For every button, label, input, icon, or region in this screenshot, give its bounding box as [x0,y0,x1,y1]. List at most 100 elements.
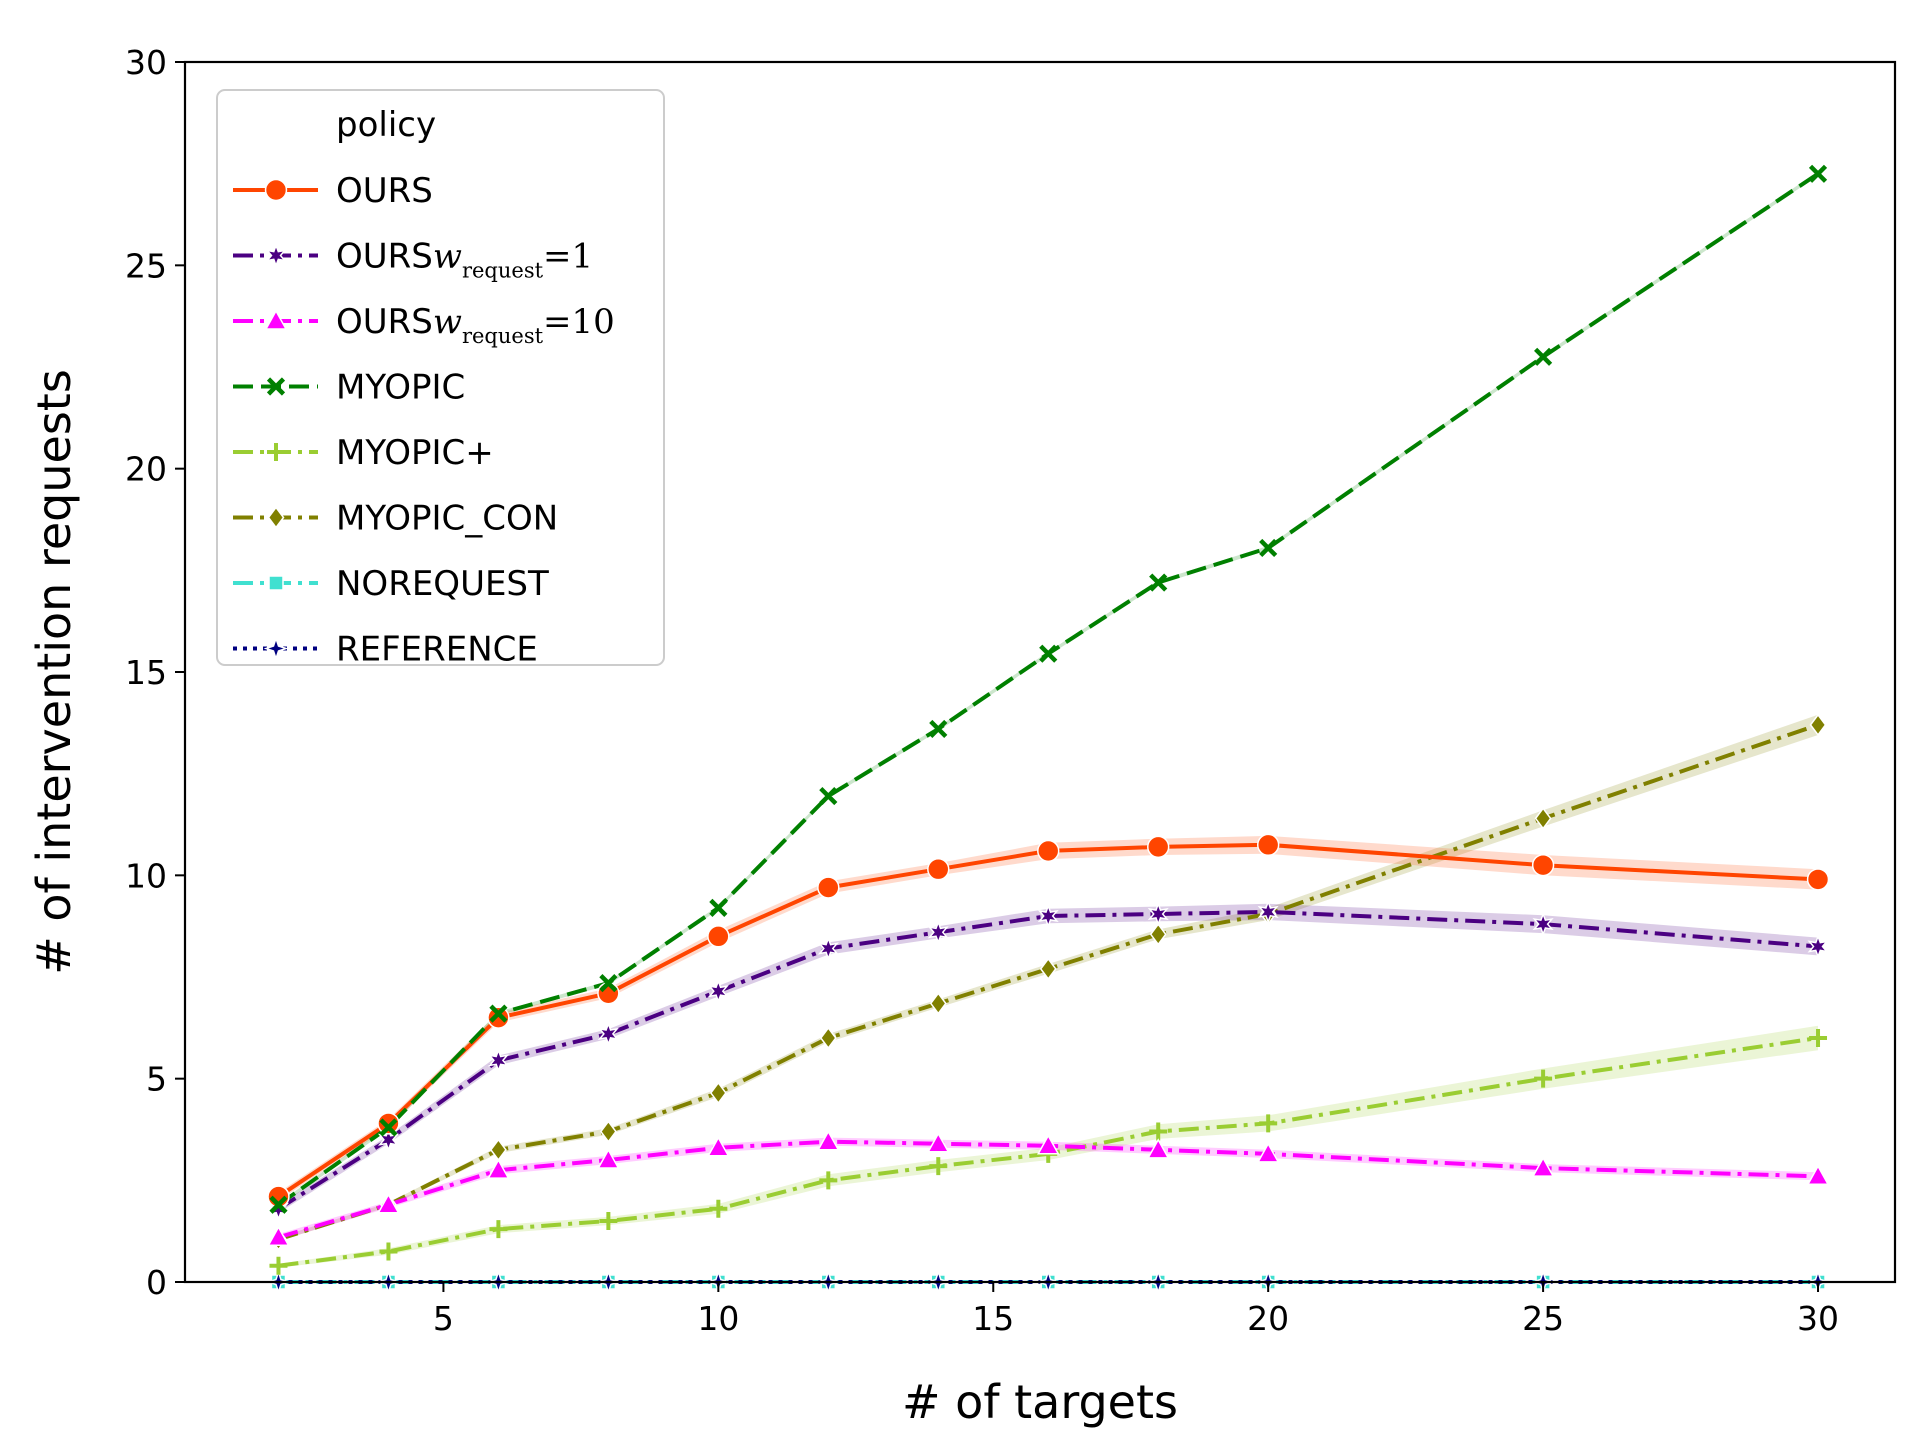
data-point-myopic--4 [1534,1069,1553,1088]
data-point-ours-2 [1256,1142,1280,1163]
data-point-ours-1 [927,920,949,945]
legend-entries: OURS OURSwrequest=1 OURSwrequest=10 MYOPIC M… [233,171,615,670]
data-point-ours-2 [1806,1164,1830,1186]
data-point-ours-1 [1532,911,1554,937]
data-point-ours-2 [1036,1134,1060,1155]
data-point-ours-1 [597,1021,619,1047]
data-point-ours-0 [487,1006,510,1029]
data-point-myopic-3 [1149,573,1168,592]
data-point-ours-2 [267,1225,290,1247]
data-point-myopic-3 [1039,644,1058,663]
data-point-ours-2 [1531,1156,1555,1177]
legend-item-ours-0: OURS [233,171,433,211]
legend-label: OURSwrequest=1 [336,237,593,283]
data-point-myopic--4 [709,1199,728,1218]
data-point-ours-0 [1147,835,1170,859]
y-tick-label: 20 [125,450,167,489]
data-point-myopic-3 [599,974,618,993]
data-point-ours-2 [487,1158,510,1179]
data-point-ours-2 [817,1130,840,1151]
data-point-myopic-con-5 [1534,807,1552,830]
data-point-ours-0 [707,925,730,948]
data-point-ours-2 [707,1136,730,1157]
data-point-ours-0 [1037,839,1060,863]
data-point-ours-0 [377,1112,400,1135]
data-point-myopic-3 [929,719,948,739]
data-point-myopic--4 [819,1171,838,1190]
data-point-myopic--4 [269,1256,288,1275]
y-tick-label: 25 [125,246,167,285]
legend-marker-sample [268,575,284,591]
legend-item-ours-1: OURSwrequest=1 [233,237,593,283]
y-tick-label: 15 [125,653,167,692]
legend-marker-sample [266,377,286,396]
series-line-ours-1 [277,909,1819,1211]
y-axis: 0 5 10 15 20 25 30 [125,43,185,1302]
x-axis: 5 10 15 20 25 30 [433,1282,1839,1338]
legend-marker-sample [267,443,285,461]
legend-marker-sample [265,243,287,268]
data-point-myopic--4 [379,1242,398,1261]
data-point-myopic-3 [1808,164,1828,183]
data-point-myopic-con-5 [1039,957,1057,981]
data-point-ours-1 [1147,901,1169,927]
data-point-ours-1 [707,979,729,1004]
legend-label: REFERENCE [336,630,538,670]
data-point-myopic--4 [929,1157,948,1176]
data-point-ours-0 [1531,853,1555,877]
data-point-ours-1 [1037,903,1059,929]
series-line-myopic-3 [277,172,1820,1207]
x-tick-label: 30 [1797,1299,1839,1338]
series-line-myopic-con-5 [277,723,1819,1242]
data-point-ours-2 [597,1148,620,1169]
legend-item-reference-7: REFERENCE [233,630,538,670]
legend-marker-sample [264,178,288,202]
data-point-myopic--4 [1149,1122,1168,1141]
ci-band-myopic-con-5 [278,714,1818,1242]
data-point-myopic--4 [489,1220,508,1239]
legend-item-myopic-con-5: MYOPIC_CON [233,499,558,539]
data-point-ours-0 [1256,833,1280,857]
data-point-ours-1 [377,1127,399,1152]
y-tick-label: 0 [146,1263,167,1302]
x-tick-label: 15 [972,1299,1014,1338]
data-point-ours-1 [267,1196,289,1221]
legend-label: MYOPIC+ [336,433,494,473]
legend-box [216,89,665,666]
data-point-myopic--4 [1809,1029,1828,1047]
x-axis-title: # of targets [902,1375,1178,1429]
legend: policy OURS OURSwrequest=1 OURSwrequest=10… [216,89,665,670]
y-tick-label: 30 [125,43,167,82]
x-tick-label: 10 [697,1299,739,1338]
data-point-myopic-con-5 [599,1120,617,1143]
data-point-ours-2 [1146,1138,1170,1159]
data-point-myopic-3 [269,1195,288,1214]
data-point-ours-0 [927,858,950,881]
legend-marker-sample [263,636,289,661]
legend-marker-sample [267,506,285,529]
data-point-myopic--4 [1259,1114,1278,1133]
legend-marker-sample [264,309,288,330]
legend-label: MYOPIC [336,368,465,408]
data-point-myopic-3 [819,786,838,806]
data-point-myopic-con-5 [929,992,947,1015]
legend-label: MYOPIC_CON [336,499,558,539]
legend-label: OURS [336,171,433,211]
x-tick-label: 5 [433,1299,454,1338]
data-point-ours-1 [817,936,839,961]
y-tick-label: 5 [146,1060,167,1099]
data-point-ours-0 [1806,868,1830,891]
data-point-myopic-3 [1534,347,1553,366]
data-point-ours-1 [1807,934,1829,959]
data-point-myopic-3 [489,1004,508,1023]
series-line-myopic--4 [278,1036,1819,1268]
data-point-myopic-con-5 [1809,713,1827,737]
x-tick-label: 20 [1247,1299,1289,1338]
data-point-myopic-con-5 [1149,923,1167,946]
data-point-ours-0 [817,876,840,899]
y-axis-title: # of intervention requests [27,369,81,975]
data-point-myopic-3 [709,898,728,917]
data-point-myopic-3 [379,1118,398,1137]
legend-item-norequest-6: NOREQUEST [233,564,549,604]
